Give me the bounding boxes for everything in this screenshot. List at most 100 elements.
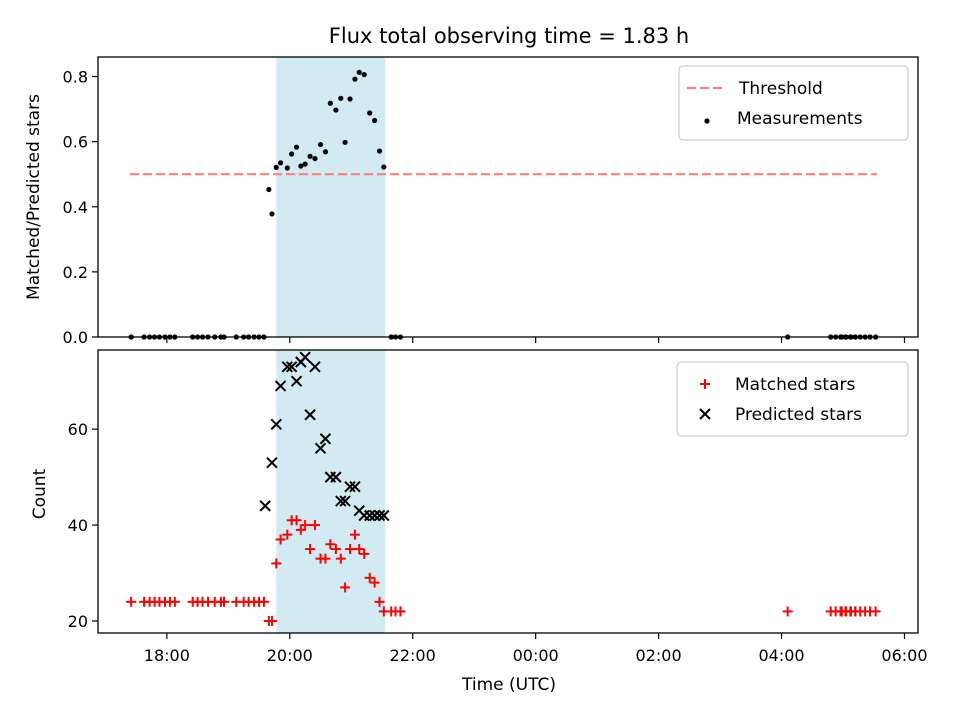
bottom-point-0-44 [374, 596, 385, 607]
bottom-point-1-22 [368, 509, 381, 522]
bottom-plot-frame [97, 349, 919, 634]
bottom-point-0-48 [395, 606, 406, 617]
top-point-0-39 [352, 76, 358, 82]
bottom-point-0-22 [266, 616, 277, 627]
top-point-0-34 [327, 100, 333, 106]
x-tick-label: 04:00 [758, 646, 804, 665]
x-d2 [368, 509, 381, 522]
bottom-point-1-2 [270, 418, 282, 431]
bottom-point-0-34 [325, 539, 336, 550]
x-d2 [309, 361, 321, 373]
bottom-point-0-53 [782, 606, 793, 617]
bottom-point-1-21 [363, 509, 376, 522]
top-point-0-36 [338, 95, 344, 101]
x-d2 [349, 480, 361, 493]
x-tick-label: 22:00 [390, 646, 436, 665]
top-point-0-24 [277, 160, 284, 166]
x-d2 [304, 409, 316, 421]
bottom-point-0-0 [126, 596, 137, 607]
bottom-legend-box [676, 361, 909, 437]
x-d2 [274, 380, 287, 392]
x-d2 [299, 351, 311, 363]
x-d2 [339, 495, 351, 507]
bottom-point-0-40 [354, 544, 365, 555]
x-d2 [270, 418, 282, 431]
bottom-point-1-6 [290, 375, 303, 387]
x-tick-label: 00:00 [513, 646, 559, 665]
bottom-point-0-24 [275, 534, 286, 545]
x-tick-label: 06:00 [881, 646, 927, 665]
x-d2 [266, 457, 278, 469]
x-d2 [314, 442, 327, 455]
x-d2 [319, 433, 332, 445]
top-point-0-37 [342, 139, 348, 145]
top-legend-dot-label: Measurements [737, 109, 863, 129]
x-axis-label: Time (UTC) [461, 675, 556, 695]
bottom-legend-x-label: Predicted stars [735, 405, 862, 425]
bottom-point-0-63 [870, 606, 881, 617]
top-y-tick-label: 0.6 [63, 133, 88, 152]
bottom-point-0-38 [345, 544, 356, 555]
top-point-0-33 [322, 149, 329, 155]
top-point-0-30 [307, 153, 313, 159]
bottom-point-1-1 [266, 457, 278, 469]
bottom-point-0-27 [291, 515, 302, 526]
top-point-0-40 [356, 69, 362, 75]
top-point-0-22 [269, 211, 275, 217]
bottom-legend-plus-marker [700, 379, 710, 389]
bottom-point-1-11 [314, 442, 327, 455]
top-point-0-45 [381, 164, 387, 170]
bottom-point-1-0 [259, 500, 271, 512]
bottom-point-1-23 [373, 509, 386, 522]
bottom-y-tick-label: 40 [68, 516, 88, 535]
bottom-point-1-14 [330, 471, 342, 483]
top-point-0-29 [302, 161, 308, 167]
top-point-0-42 [367, 110, 373, 116]
bottom-y-axis-label: Count [30, 468, 50, 519]
bottom-point-1-12 [319, 433, 332, 445]
top-y-axis-label: Matched/Predicted stars [24, 94, 44, 300]
bottom-point-1-3 [274, 380, 287, 392]
bottom-point-0-7 [169, 596, 180, 607]
top-point-0-41 [361, 71, 367, 78]
top-legend-dash-label: Threshold [738, 79, 823, 99]
bottom-point-1-10 [309, 361, 321, 373]
bottom-point-0-14 [219, 596, 230, 607]
x-d2 [285, 361, 298, 373]
bottom-legend-x-marker [699, 408, 711, 420]
x-d2 [335, 495, 347, 507]
bottom-y-tick-label: 20 [68, 612, 88, 631]
top-point-0-32 [317, 141, 324, 148]
x-tick-label: 20:00 [267, 646, 313, 665]
top-point-0-38 [347, 96, 353, 102]
bottom-point-0-36 [335, 553, 346, 564]
top-highlight-span [276, 57, 386, 337]
chart-title: Flux total observing time = 1.83 h [329, 24, 689, 48]
bottom-point-0-25 [282, 529, 293, 540]
bottom-point-1-17 [344, 480, 356, 493]
bottom-legend-plus-label: Matched stars [735, 375, 855, 395]
bottom-point-0-31 [309, 520, 320, 531]
bottom-highlight-span [276, 350, 386, 633]
bottom-point-0-20 [258, 596, 269, 607]
bottom-point-0-23 [271, 558, 282, 569]
bottom-point-0-30 [305, 544, 316, 555]
bottom-point-0-42 [364, 572, 375, 583]
bottom-point-0-33 [320, 553, 331, 564]
bottom-point-0-29 [300, 520, 311, 531]
top-plot-frame [97, 56, 919, 338]
top-y-tick-label: 0.2 [63, 263, 88, 282]
top-y-tick-label: 0.0 [63, 328, 88, 347]
bottom-point-1-18 [349, 480, 361, 493]
x-d2 [344, 480, 356, 493]
bottom-point-0-37 [340, 582, 351, 593]
bottom-point-1-4 [281, 361, 294, 373]
bottom-y-tick-label: 60 [68, 420, 88, 439]
top-point-0-44 [376, 148, 383, 154]
top-point-0-25 [284, 165, 290, 171]
bottom-point-1-24 [378, 509, 390, 522]
x-d2 [330, 471, 342, 483]
x-d2 [363, 509, 376, 522]
bottom-point-0-41 [359, 548, 370, 559]
